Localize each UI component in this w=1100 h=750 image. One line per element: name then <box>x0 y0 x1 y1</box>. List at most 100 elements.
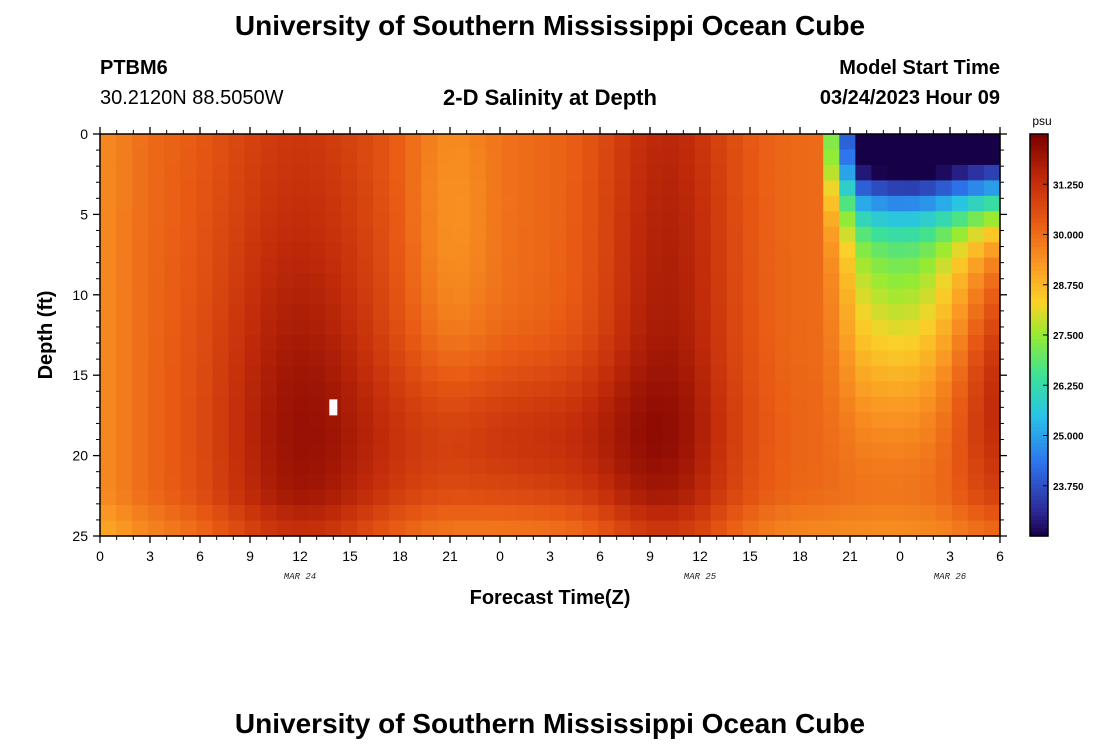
heatmap-cell <box>132 396 149 413</box>
heatmap-cell <box>437 427 455 444</box>
heatmap-cell <box>469 195 487 212</box>
heatmap-cell <box>389 335 406 352</box>
heatmap-cell <box>935 195 953 212</box>
colorbar-segment <box>1030 367 1048 372</box>
heatmap-cell <box>935 226 953 243</box>
heatmap-cell <box>437 350 455 367</box>
heatmap-cell <box>983 458 1001 475</box>
heatmap-cell <box>935 242 953 259</box>
heatmap-cell <box>180 273 198 290</box>
heatmap-cell <box>983 242 1001 259</box>
colorbar-segment <box>1030 266 1048 272</box>
heatmap-cell <box>469 180 487 197</box>
heatmap-cell <box>582 365 599 382</box>
heatmap-cell <box>389 489 406 506</box>
heatmap-cell <box>453 381 471 398</box>
heatmap-cell <box>132 412 149 429</box>
heatmap-cell <box>823 335 840 352</box>
heatmap-cell <box>405 195 423 212</box>
heatmap-cell <box>919 304 937 321</box>
heatmap-cell <box>951 489 969 506</box>
heatmap-cell <box>887 180 905 197</box>
heatmap-cell <box>855 396 873 413</box>
heatmap-cell <box>646 458 664 475</box>
heatmap-cell <box>935 505 953 522</box>
heatmap-cell <box>598 458 615 475</box>
heatmap-cell <box>421 242 439 259</box>
heatmap-cell <box>453 180 471 197</box>
heatmap-cell <box>148 242 165 259</box>
heatmap-cell <box>678 412 696 429</box>
heatmap-cell <box>678 474 696 491</box>
colorbar-segment <box>1030 202 1048 207</box>
heatmap-cell <box>164 458 181 475</box>
date-label: MAR 25 <box>684 572 717 582</box>
heatmap-cell <box>389 211 406 228</box>
heatmap-cell <box>341 319 358 336</box>
heatmap-cell <box>325 211 342 228</box>
heatmap-cell <box>308 273 326 290</box>
heatmap-cell <box>212 242 230 259</box>
heatmap-cell <box>308 412 326 429</box>
heatmap-cell <box>308 226 326 243</box>
heatmap-cell <box>566 350 583 367</box>
heatmap-cell <box>903 304 921 321</box>
heatmap-cell <box>357 505 374 522</box>
heatmap-cell <box>614 211 631 228</box>
heatmap-cell <box>598 520 615 537</box>
heatmap-cell <box>566 211 583 228</box>
heatmap-cell <box>630 164 648 181</box>
heatmap-cell <box>180 226 198 243</box>
heatmap-cell <box>983 226 1001 243</box>
heatmap-cell <box>260 195 278 212</box>
heatmap-cell <box>614 335 631 352</box>
colorbar-segment <box>1030 186 1048 191</box>
heatmap-cell <box>983 180 1001 197</box>
heatmap-cell <box>132 304 149 321</box>
heatmap-cell <box>341 474 358 491</box>
heatmap-cell <box>116 273 133 290</box>
heatmap-cell <box>919 211 937 228</box>
colorbar-segment <box>1030 439 1048 445</box>
heatmap-cell <box>919 412 937 429</box>
heatmap-cell <box>453 335 471 352</box>
heatmap-cell <box>839 443 856 460</box>
heatmap-cell <box>453 505 471 522</box>
heatmap-cell <box>164 520 181 537</box>
heatmap-cell <box>614 257 631 274</box>
heatmap-cell <box>276 335 294 352</box>
heatmap-cell <box>582 458 599 475</box>
heatmap-cell <box>357 149 374 166</box>
colorbar-segment <box>1030 499 1048 505</box>
x-tick-label: 0 <box>896 548 904 564</box>
heatmap-cell <box>630 319 648 336</box>
heatmap-cell <box>260 396 278 413</box>
x-tick-label: 9 <box>646 548 654 564</box>
heatmap-cell <box>453 350 471 367</box>
heatmap-cell <box>244 520 262 537</box>
heatmap-cell <box>228 427 246 444</box>
heatmap-cell <box>807 396 824 413</box>
heatmap-cell <box>694 319 712 336</box>
colorbar-segment <box>1030 519 1048 525</box>
heatmap-cell <box>935 443 953 460</box>
heatmap-cell <box>469 489 487 506</box>
heatmap-cell <box>469 164 487 181</box>
heatmap-cell <box>260 335 278 352</box>
heatmap-cell <box>148 427 165 444</box>
colorbar-segment <box>1030 471 1048 477</box>
heatmap-cell <box>469 474 487 491</box>
heatmap-cell <box>308 319 326 336</box>
heatmap-cell <box>887 257 905 274</box>
heatmap-cell <box>437 381 455 398</box>
heatmap-cell <box>758 396 776 413</box>
heatmap-cell <box>260 288 278 305</box>
heatmap-cell <box>614 474 631 491</box>
heatmap-cell <box>935 257 953 274</box>
heatmap-cell <box>550 365 567 382</box>
heatmap-cell <box>421 365 439 382</box>
colorbar-segment <box>1030 162 1048 167</box>
heatmap-cell <box>100 458 117 475</box>
heatmap-cell <box>871 195 889 212</box>
